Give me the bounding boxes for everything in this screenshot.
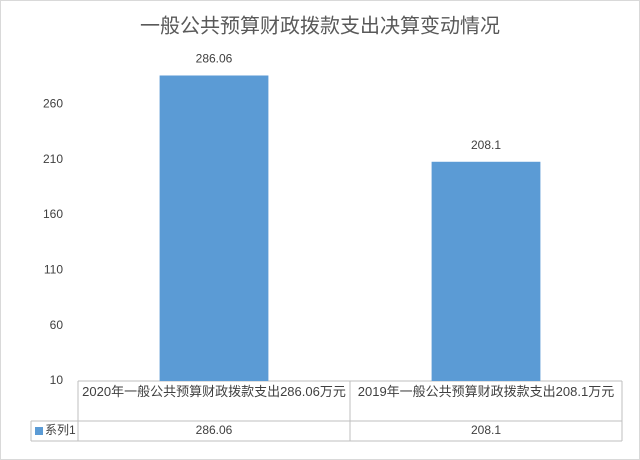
y-tick-label: 260	[43, 97, 63, 111]
y-tick-label: 210	[43, 152, 63, 166]
data-label: 208.1	[471, 138, 501, 152]
table-value: 208.1	[471, 423, 501, 437]
y-tick-label: 10	[50, 373, 64, 387]
x-tick-label: 2019年一般公共预算财政拨款支出208.1万元	[357, 384, 615, 399]
y-tick-label: 60	[50, 318, 64, 332]
legend-key	[35, 427, 43, 435]
bar	[159, 75, 269, 382]
table-value: 286.06	[196, 423, 233, 437]
y-tick-label: 160	[43, 207, 63, 221]
chart-title: 一般公共预算财政拨款支出决算变动情况	[140, 14, 500, 37]
legend-label: 系列1	[45, 423, 76, 437]
x-tick-label: 2020年一般公共预算财政拨款支出286.06万元	[82, 384, 346, 399]
bar	[431, 161, 541, 381]
data-label: 286.06	[196, 52, 233, 66]
y-tick-label: 110	[44, 263, 63, 277]
